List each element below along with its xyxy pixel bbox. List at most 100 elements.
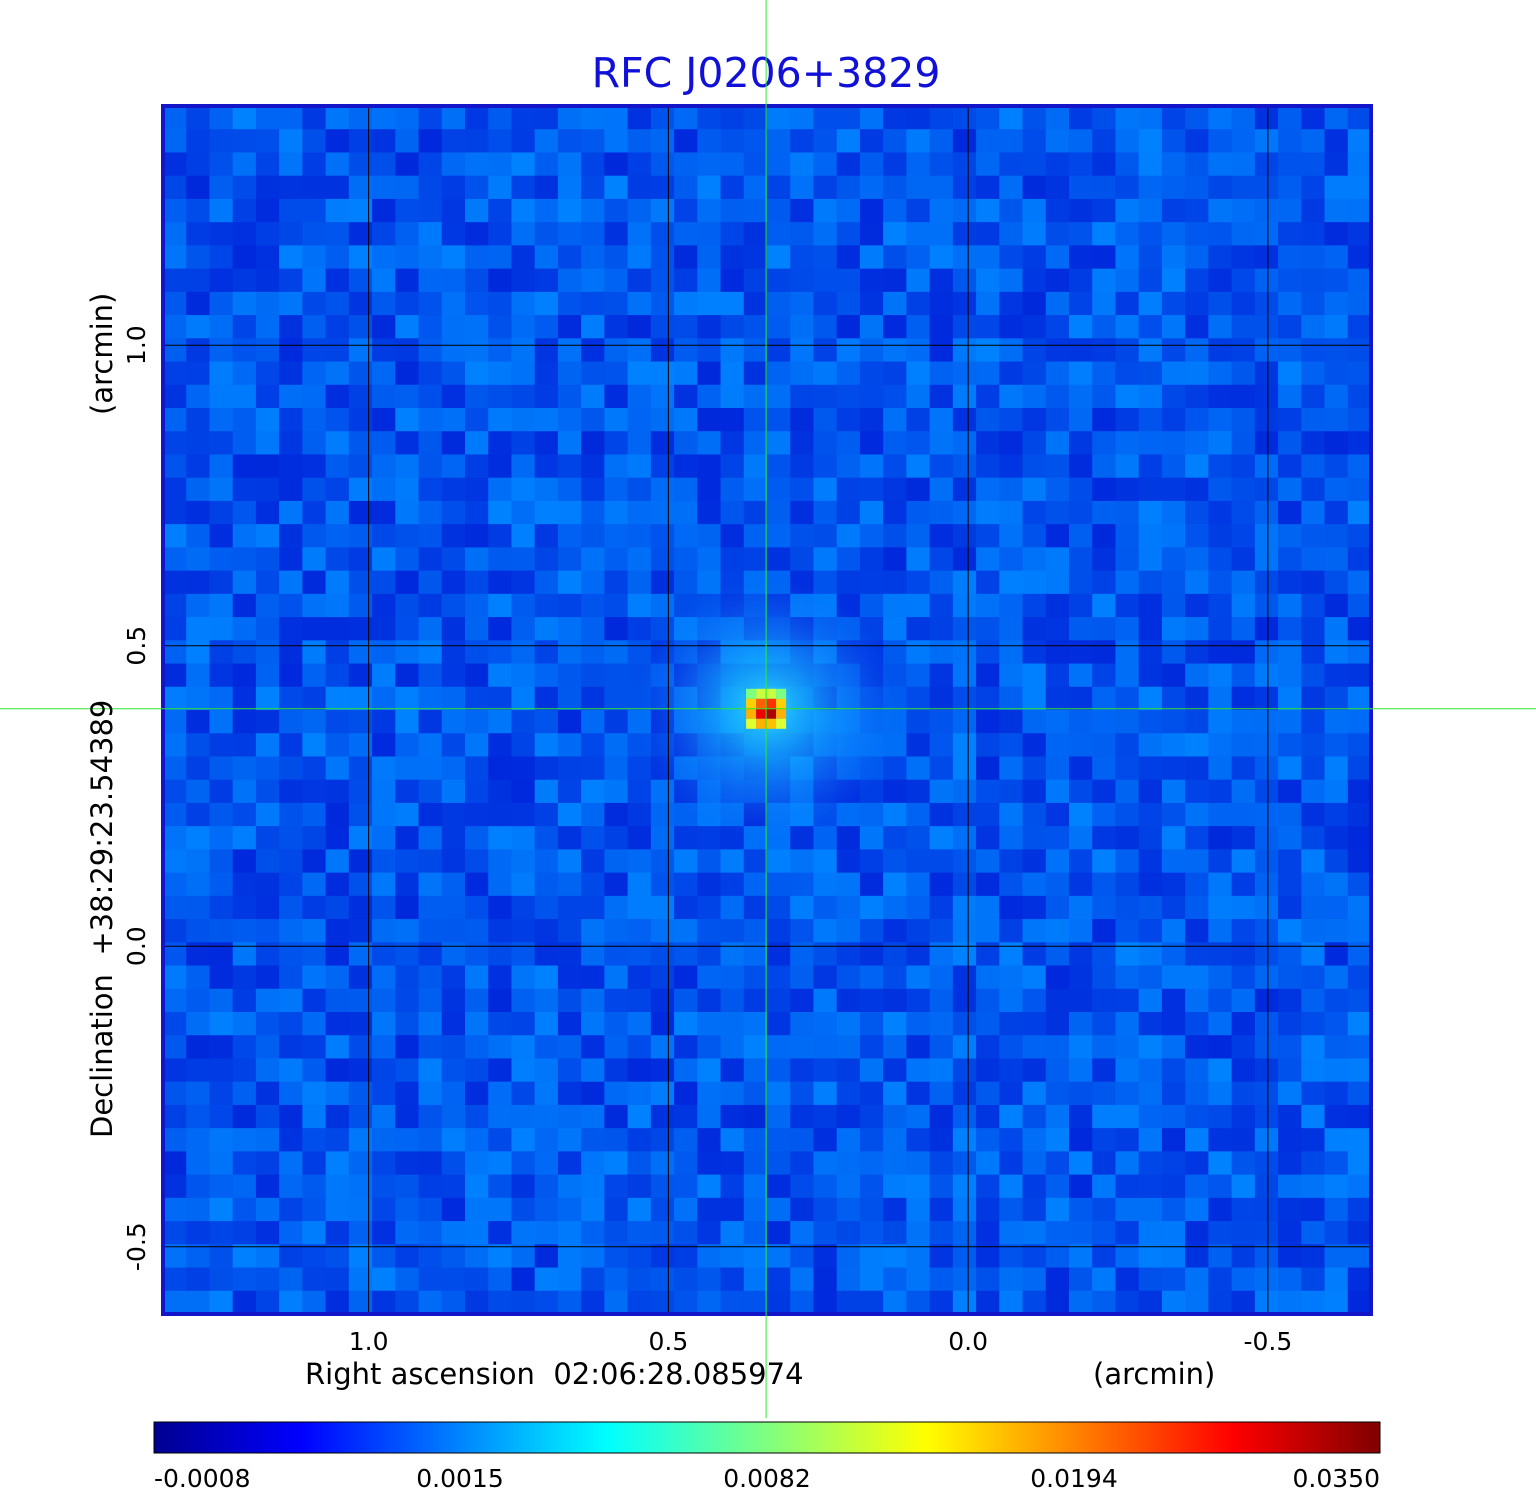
image-pixel (581, 710, 605, 734)
image-pixel (859, 477, 884, 502)
image-pixel (859, 942, 884, 967)
image-pixel (1092, 1128, 1117, 1152)
image-pixel (1208, 129, 1233, 154)
image-pixel (1138, 1267, 1163, 1292)
image-pixel (186, 872, 211, 897)
image-pixel (1092, 988, 1117, 1013)
image-pixel (999, 175, 1024, 200)
image-pixel (1092, 1035, 1117, 1060)
image-pixel (163, 593, 187, 618)
image-pixel (1115, 547, 1140, 572)
image-pixel (1138, 268, 1163, 293)
image-pixel (186, 198, 211, 223)
image-pixel (743, 315, 768, 339)
image-pixel (232, 222, 257, 246)
image-pixel (1161, 291, 1186, 316)
image-pixel (813, 1151, 838, 1176)
image-pixel (929, 617, 954, 641)
image-pixel (488, 129, 513, 154)
image-pixel (674, 524, 698, 548)
image-pixel (790, 245, 815, 270)
image-pixel (163, 1012, 187, 1036)
image-pixel (232, 826, 257, 850)
image-pixel (720, 1081, 745, 1106)
image-pixel (1161, 477, 1186, 502)
image-pixel (604, 1104, 629, 1129)
image-pixel (650, 988, 675, 1013)
image-pixel (186, 919, 211, 943)
image-pixel (1138, 1197, 1163, 1222)
image-pixel (418, 1174, 443, 1199)
image-pixel (627, 942, 652, 967)
source-pixel (766, 718, 777, 729)
image-pixel (674, 872, 698, 897)
image-pixel (1347, 198, 1372, 223)
image-pixel (674, 152, 698, 177)
image-pixel (1347, 338, 1372, 363)
image-pixel (836, 268, 861, 293)
image-pixel (604, 1081, 629, 1106)
image-pixel (488, 408, 513, 432)
image-pixel (557, 408, 582, 432)
image-pixel (650, 965, 675, 990)
image-pixel (557, 593, 582, 618)
image-pixel (511, 802, 536, 827)
image-pixel (1138, 593, 1163, 618)
image-pixel (186, 291, 211, 316)
image-pixel (1231, 338, 1256, 363)
image-pixel (929, 1128, 954, 1152)
image-panel[interactable] (161, 104, 1373, 1316)
image-pixel (186, 408, 211, 432)
image-pixel (674, 268, 698, 293)
image-pixel (767, 1058, 791, 1083)
image-pixel (999, 1081, 1024, 1106)
image-pixel (1301, 965, 1326, 990)
image-pixel (232, 175, 257, 200)
image-pixel (255, 849, 280, 874)
image-pixel (232, 384, 257, 409)
image-pixel (1138, 431, 1163, 456)
image-pixel (581, 431, 605, 456)
image-pixel (1045, 291, 1070, 316)
image-pixel (557, 1290, 582, 1315)
image-pixel (790, 454, 815, 479)
image-pixel (743, 268, 768, 293)
image-pixel (836, 895, 861, 920)
image-pixel (674, 198, 698, 223)
image-pixel (441, 175, 466, 200)
image-pixel (1278, 849, 1302, 874)
image-pixel (1208, 593, 1233, 618)
image-pixel (395, 291, 420, 316)
image-pixel (1115, 710, 1140, 734)
image-pixel (1138, 106, 1163, 130)
image-pixel (1254, 640, 1279, 665)
image-pixel (743, 942, 768, 967)
image-pixel (255, 477, 280, 502)
image-pixel (534, 291, 559, 316)
image-pixel (1138, 733, 1163, 758)
image-pixel (1185, 500, 1209, 525)
image-pixel (488, 640, 513, 665)
image-pixel (697, 361, 722, 386)
image-pixel (1324, 640, 1349, 665)
image-pixel (441, 965, 466, 990)
image-pixel (232, 617, 257, 641)
image-pixel (836, 1197, 861, 1222)
y-axis-label: Declination +38:29:23.54389 (85, 700, 119, 1138)
image-pixel (325, 1197, 350, 1222)
image-pixel (372, 663, 396, 688)
image-pixel (999, 1267, 1024, 1292)
image-pixel (534, 1081, 559, 1106)
image-pixel (581, 268, 605, 293)
image-pixel (813, 384, 838, 409)
image-pixel (511, 1128, 536, 1152)
image-pixel (1278, 152, 1302, 177)
image-pixel (650, 198, 675, 223)
image-pixel (302, 431, 327, 456)
image-pixel (325, 1035, 350, 1060)
image-pixel (1231, 826, 1256, 850)
image-pixel (232, 291, 257, 316)
image-pixel (325, 129, 350, 154)
image-pixel (883, 1058, 907, 1083)
image-pixel (813, 291, 838, 316)
